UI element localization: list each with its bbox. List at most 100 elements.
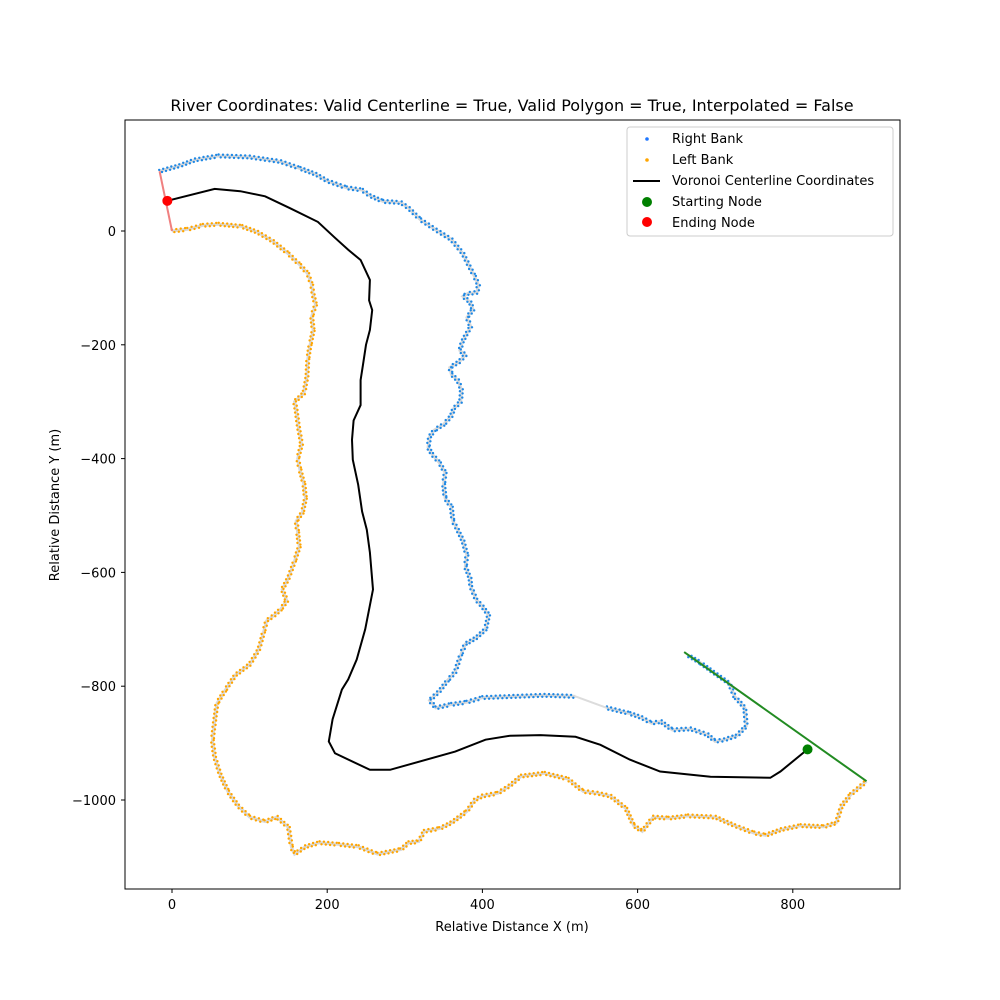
bank-point — [312, 300, 315, 303]
bank-point — [467, 554, 470, 557]
bank-point — [234, 803, 237, 806]
bank-point — [297, 524, 300, 527]
bank-point — [636, 713, 640, 716]
bank-point — [266, 157, 269, 160]
bank-point — [618, 708, 621, 711]
bank-point — [303, 509, 306, 513]
bank-point — [461, 345, 464, 348]
left-bank-legend-icon — [645, 158, 649, 162]
bank-point — [549, 775, 552, 778]
bank-point — [388, 849, 392, 852]
bank-point — [432, 702, 435, 705]
bank-point — [477, 699, 480, 702]
bank-point — [488, 795, 491, 798]
bank-point — [535, 774, 538, 777]
bank-point — [617, 799, 620, 802]
bank-point — [483, 623, 487, 627]
bank-point — [459, 251, 462, 255]
bank-point — [441, 824, 445, 827]
bank-point — [308, 357, 311, 361]
bank-point — [221, 690, 224, 693]
bank-point — [291, 843, 294, 846]
bank-point — [444, 418, 447, 422]
bank-point — [274, 817, 277, 821]
bank-point — [782, 829, 785, 832]
bank-point — [413, 842, 417, 845]
bank-point — [460, 401, 463, 404]
bank-point — [452, 509, 455, 513]
bank-point — [472, 589, 476, 592]
bank-point — [223, 787, 227, 790]
bank-point — [294, 551, 298, 554]
bank-point — [291, 568, 294, 572]
bank-point — [703, 734, 707, 737]
bank-point — [310, 845, 313, 848]
bank-point — [557, 777, 561, 780]
bank-point — [365, 194, 369, 197]
bank-point — [623, 804, 627, 808]
bank-point — [478, 695, 481, 699]
bank-point — [613, 796, 616, 799]
bank-point — [441, 489, 445, 492]
bank-point — [438, 687, 442, 690]
bank-point — [299, 543, 302, 546]
bank-point — [170, 165, 173, 168]
bank-point — [463, 259, 466, 262]
bank-point — [503, 694, 506, 697]
bank-point — [213, 743, 216, 746]
bank-point — [198, 156, 201, 159]
bank-point — [432, 697, 436, 700]
bank-point — [292, 402, 295, 406]
bank-point — [311, 315, 315, 318]
bank-point — [429, 830, 433, 833]
bank-point — [387, 852, 390, 855]
bank-point — [633, 826, 636, 830]
bank-point — [458, 394, 461, 397]
bank-point — [799, 823, 802, 826]
bank-point — [461, 535, 464, 538]
bank-point — [194, 224, 198, 227]
bank-point — [298, 471, 301, 474]
bank-point — [473, 290, 476, 293]
bank-point — [558, 696, 562, 699]
bank-point — [582, 788, 585, 792]
bank-point — [700, 813, 703, 817]
bank-point — [600, 791, 604, 794]
bank-point — [373, 194, 376, 198]
bank-point — [729, 737, 733, 741]
bank-point — [716, 672, 719, 675]
bank-point — [464, 330, 468, 334]
bank-point — [687, 729, 690, 732]
bank-point — [255, 649, 258, 652]
bank-point — [302, 493, 305, 496]
bank-point — [274, 615, 277, 618]
bank-point — [680, 726, 683, 730]
bank-point — [458, 361, 461, 365]
bank-point — [430, 448, 433, 452]
bank-point — [702, 730, 705, 733]
bank-point — [649, 822, 652, 825]
bank-point — [282, 587, 285, 591]
bank-point — [306, 379, 309, 382]
bank-point — [456, 659, 459, 663]
bank-point — [226, 153, 229, 156]
bank-point — [606, 795, 610, 799]
bank-point — [446, 705, 449, 708]
bank-point — [281, 607, 285, 610]
bank-point — [456, 666, 460, 670]
bank-point — [244, 813, 247, 816]
bank-point — [468, 642, 471, 645]
bank-point — [294, 400, 298, 403]
bank-point — [448, 823, 452, 827]
bank-point — [264, 629, 267, 632]
x-tick-label: 600 — [625, 898, 650, 913]
bank-point — [569, 693, 573, 697]
bank-point — [439, 461, 443, 464]
bank-point — [459, 351, 462, 355]
bank-point — [309, 317, 312, 320]
bank-point — [444, 491, 448, 494]
bank-point — [300, 392, 303, 395]
bank-point — [228, 156, 231, 159]
bank-point — [753, 830, 756, 833]
bank-point — [693, 816, 696, 819]
